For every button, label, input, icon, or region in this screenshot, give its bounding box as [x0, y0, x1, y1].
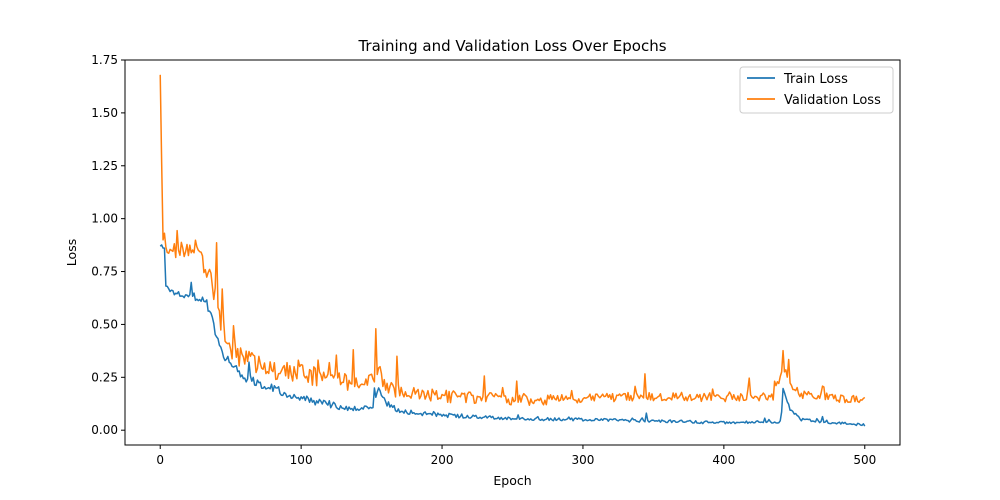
- y-axis-title: Loss: [64, 239, 79, 266]
- y-tick-label: 1.75: [91, 53, 118, 67]
- y-tick-label: 0.75: [91, 265, 118, 279]
- y-tick-label: 0.00: [91, 423, 118, 437]
- x-tick-label: 500: [853, 453, 876, 467]
- y-tick-label: 1.25: [91, 159, 118, 173]
- legend-label-train: Train Loss: [783, 72, 848, 87]
- plot-lines: [159, 74, 866, 427]
- x-tick-label: 100: [290, 453, 313, 467]
- x-tick-label: 300: [572, 453, 595, 467]
- y-tick-label: 0.25: [91, 370, 118, 384]
- y-tick-label: 1.00: [91, 212, 118, 226]
- legend-label-validation: Validation Loss: [784, 93, 881, 108]
- x-tick-label: 400: [712, 453, 735, 467]
- chart-title: Training and Validation Loss Over Epochs: [357, 37, 666, 55]
- x-tick-label: 0: [156, 453, 164, 467]
- x-tick-label: 200: [431, 453, 454, 467]
- legend-frame: [739, 66, 894, 114]
- y-axis: 0.00 0.25 0.50 0.75 1.00 1.25 1.50 1.75: [91, 53, 125, 437]
- train-loss-line: [159, 244, 866, 427]
- y-tick-label: 1.50: [91, 106, 118, 120]
- validation-loss-line: [159, 74, 866, 406]
- x-axis: 0 100 200 300 400 500: [156, 445, 876, 467]
- x-axis-title: Epoch: [493, 473, 531, 488]
- plot-frame: [124, 59, 901, 446]
- legend: Train Loss Validation Loss: [739, 66, 894, 114]
- y-tick-label: 0.50: [91, 317, 118, 331]
